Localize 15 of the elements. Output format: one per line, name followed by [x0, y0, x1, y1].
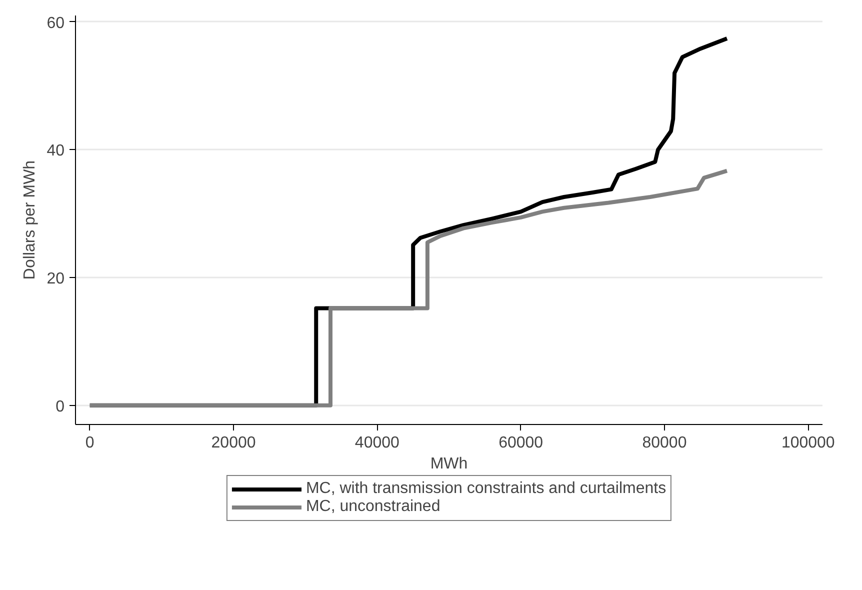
- x-tick-label: 0: [85, 434, 94, 452]
- x-tick-label: 40000: [354, 434, 400, 452]
- y-tick-label: 60: [46, 14, 65, 32]
- legend-label: MC, with transmission constraints and curtailments: [306, 480, 666, 498]
- x-axis-title: MWh: [430, 456, 468, 472]
- y-tick-label: 0: [56, 398, 65, 416]
- x-tick-label: 100000: [781, 434, 835, 452]
- y-tick-label: 40: [46, 142, 65, 160]
- y-axis-title: Dollars per MWh: [22, 160, 39, 280]
- x-tick-label: 60000: [498, 434, 544, 452]
- legend-label: MC, unconstrained: [306, 498, 440, 516]
- x-tick-label: 20000: [211, 434, 256, 452]
- x-tick-label: 80000: [642, 434, 687, 452]
- line-series: [88, 168, 729, 408]
- y-tick-label: 20: [46, 270, 65, 288]
